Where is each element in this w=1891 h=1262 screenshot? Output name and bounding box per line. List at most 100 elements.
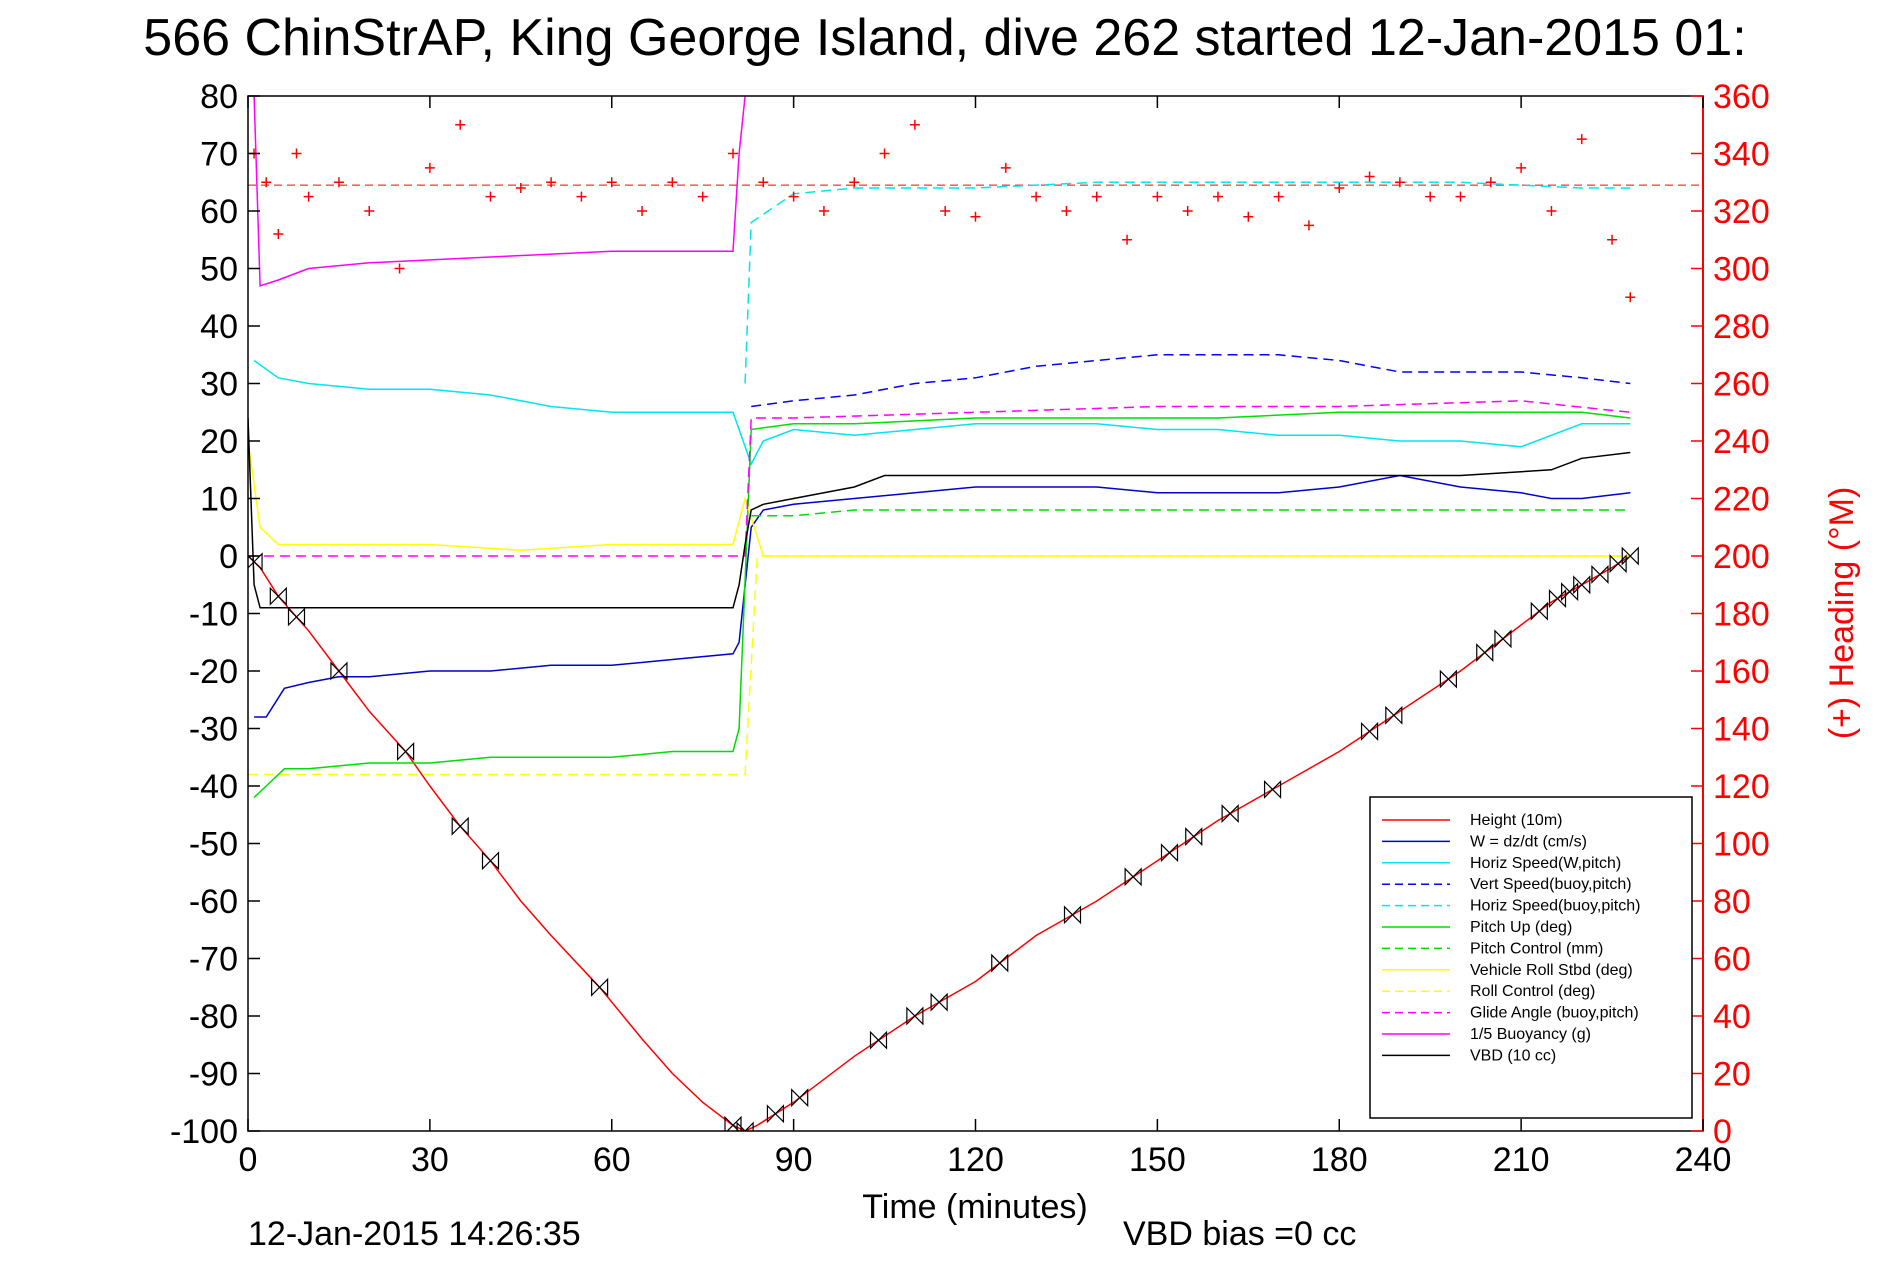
heading-point [576, 191, 587, 202]
series-line-roll-control-deg [248, 555, 1631, 776]
right-y-tick-label: 0 [1713, 1113, 1732, 1151]
heading-point [1625, 292, 1636, 303]
heading-point [455, 119, 466, 130]
y-tick-label: 60 [200, 193, 238, 231]
series-line-glide-angle-buoy-pitch [248, 400, 1631, 557]
heading-point [1152, 191, 1163, 202]
legend-label-vehicle-roll-stbd-deg: Vehicle Roll Stbd (deg) [1470, 962, 1633, 979]
height-marker [1063, 905, 1082, 925]
height-marker [591, 977, 609, 997]
height-marker [930, 992, 948, 1012]
x-tick-label: 180 [1311, 1141, 1368, 1179]
height-marker [1591, 564, 1609, 584]
right-y-tick-label: 160 [1713, 653, 1770, 691]
height-marker [451, 816, 469, 836]
height-marker [1548, 589, 1567, 608]
heading-point [758, 177, 769, 188]
heading-point [1000, 162, 1011, 173]
series-line-horiz-speed-buoy-pitch [744, 181, 1631, 384]
heading-point [1091, 191, 1102, 202]
series-line-1-5-buoyancy-g [253, 96, 746, 287]
right-y-tick-label: 140 [1713, 711, 1770, 749]
height-marker [1124, 867, 1142, 887]
heading-point [788, 191, 799, 202]
height-marker [1221, 804, 1239, 824]
heading-point [970, 211, 981, 222]
y-tick-label: 40 [200, 308, 238, 346]
heading-point [1334, 183, 1345, 193]
height-marker [1494, 629, 1512, 649]
height-marker [287, 607, 306, 627]
y-tick-label: -20 [189, 653, 238, 691]
height-marker [1530, 601, 1548, 621]
right-y-tick-label: 280 [1713, 308, 1770, 346]
y-tick-label: -90 [189, 1056, 238, 1094]
heading-point [818, 206, 829, 216]
heading-point [849, 177, 860, 188]
height-marker [1263, 780, 1282, 799]
height-marker-layer [248, 546, 1639, 1131]
start-time-text: 12-Jan-2015 14:26:35 [248, 1215, 581, 1253]
y-tick-label: -10 [189, 596, 238, 634]
series-line-pitch-up-deg [253, 411, 1631, 799]
legend-label-roll-control-deg: Roll Control (deg) [1470, 983, 1595, 1000]
y-tick-label: -50 [189, 826, 238, 864]
x-tick-label: 150 [1129, 1141, 1186, 1179]
legend-label-pitch-up-deg: Pitch Up (deg) [1470, 919, 1572, 936]
height-marker [1360, 721, 1379, 741]
heading-point [909, 119, 920, 130]
heading-point [485, 191, 496, 202]
right-y-tick-label: 360 [1713, 78, 1770, 116]
x-tick-label: 0 [239, 1141, 258, 1179]
legend-box [1369, 796, 1693, 1119]
height-marker [1160, 843, 1179, 863]
legend: Height (10m) W = dz/dt (cm/s) Horiz Speed(… [1369, 796, 1693, 1119]
heading-point [1546, 206, 1557, 216]
right-y-tick-label: 180 [1713, 596, 1770, 634]
axis-layer: 0 30 60 90 120 150 180 210 24080706050403020100-… [170, 78, 1770, 1179]
heading-point [1031, 191, 1042, 202]
heading-point [1455, 191, 1466, 202]
legend-label-horiz-speed-w-pitch: Horiz Speed(W,pitch) [1470, 855, 1621, 872]
height-marker [1621, 546, 1639, 566]
heading-point [1364, 171, 1375, 182]
heading-point [728, 148, 738, 159]
y-tick-label: -30 [189, 711, 238, 749]
right-y-tick-label: 220 [1713, 481, 1770, 519]
legend-label-height-10m: Height (10m) [1470, 812, 1562, 829]
heading-point [1425, 191, 1436, 202]
y-tick-label: 0 [219, 538, 238, 576]
series-layer [248, 96, 1703, 1131]
height-marker [906, 1006, 924, 1026]
legend-label-pitch-control-mm: Pitch Control (mm) [1470, 940, 1603, 957]
right-y-tick-label: 340 [1713, 136, 1770, 174]
heading-point [1516, 162, 1527, 173]
heading-point [273, 229, 284, 239]
height-marker [736, 1121, 754, 1131]
heading-point [546, 177, 557, 188]
heading-point [515, 183, 526, 193]
right-y-tick-label: 300 [1713, 251, 1770, 289]
right-y-tick-label: 260 [1713, 366, 1770, 404]
height-marker [248, 552, 263, 572]
heading-point [261, 177, 272, 188]
heading-point [667, 177, 678, 188]
height-marker [869, 1030, 888, 1050]
heading-point [879, 148, 890, 159]
heading-point [1485, 177, 1496, 188]
y-tick-label: 50 [200, 251, 238, 289]
height-marker [791, 1088, 809, 1108]
series-line-vehicle-roll-stbd-deg [248, 440, 1631, 557]
height-marker [1476, 643, 1494, 663]
heading-point [333, 177, 344, 188]
series-line-pitch-control-mm [751, 509, 1631, 517]
heading-point [291, 148, 302, 159]
right-y-tick-label: 80 [1713, 883, 1751, 921]
height-marker [1439, 669, 1457, 689]
y-tick-label: -100 [170, 1113, 238, 1151]
heading-point [1607, 234, 1618, 245]
heading-point [1182, 206, 1193, 216]
y-tick-label: -70 [189, 941, 238, 979]
y-tick-label: -80 [189, 998, 238, 1036]
